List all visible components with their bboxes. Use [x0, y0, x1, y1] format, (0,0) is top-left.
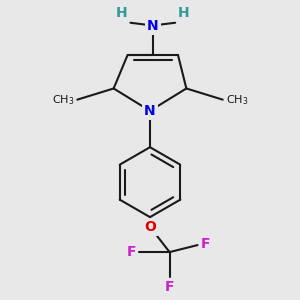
- Text: N: N: [144, 104, 156, 118]
- Text: CH$_3$: CH$_3$: [52, 93, 74, 106]
- Text: O: O: [144, 220, 156, 234]
- Text: N: N: [147, 19, 159, 32]
- Text: H: H: [116, 6, 128, 20]
- Text: CH$_3$: CH$_3$: [226, 93, 248, 106]
- Text: F: F: [200, 237, 210, 251]
- Text: F: F: [165, 280, 174, 294]
- Text: H: H: [178, 6, 190, 20]
- Text: F: F: [127, 245, 136, 259]
